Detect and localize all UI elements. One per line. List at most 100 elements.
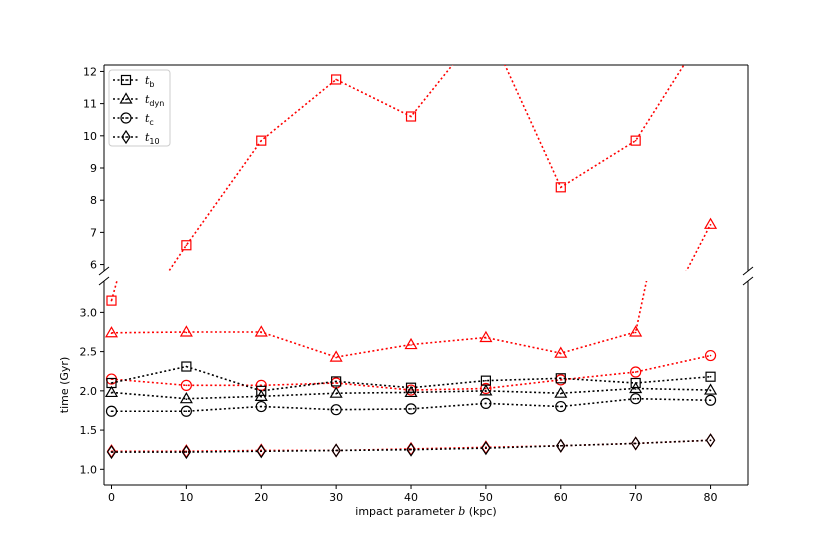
data-point-circle-dot <box>260 405 263 408</box>
data-point-diamond <box>106 444 117 460</box>
data-point-square-dot <box>410 115 412 118</box>
series-line <box>111 387 711 400</box>
legend-marker-triangle-dot <box>125 98 127 101</box>
upper-series-t-dyn-red <box>685 217 718 271</box>
data-point-diamond-dot <box>709 439 712 442</box>
upper-ytick-label: 11 <box>83 98 97 111</box>
data-point-triangle-dot <box>709 389 712 392</box>
data-point-diamond-dot <box>185 451 188 453</box>
data-point-square-dot <box>110 299 113 302</box>
data-point-triangle <box>404 337 418 350</box>
legend-marker-square-dot <box>125 79 127 81</box>
xtick-label: 60 <box>554 491 568 504</box>
legend-frame <box>108 69 171 147</box>
upper-ytick-label: 9 <box>90 162 97 175</box>
data-point-triangle-dot <box>410 392 412 394</box>
data-point-triangle-dot <box>335 356 337 359</box>
data-point-diamond-dot <box>634 442 637 445</box>
legend-marker-circle <box>120 112 132 124</box>
data-point-diamond-dot <box>110 451 113 453</box>
xtick-label: 10 <box>179 491 193 504</box>
data-point-triangle-dot <box>260 396 263 398</box>
data-point-triangle-dot <box>559 392 562 395</box>
data-point-diamond-dot <box>260 450 263 453</box>
data-point-square <box>181 240 192 251</box>
lower-ytick-label: 2.0 <box>80 385 98 398</box>
data-point-square <box>555 182 566 193</box>
data-point-triangle <box>479 330 493 343</box>
data-point-triangle-dot <box>559 352 562 355</box>
data-point-circle-dot <box>634 397 637 400</box>
legend-marker-triangle <box>119 92 133 104</box>
lower-series-t-c-black <box>105 393 717 417</box>
series-line <box>111 439 711 453</box>
data-point-triangle <box>329 350 343 362</box>
data-point-circle-dot <box>559 405 562 408</box>
data-point-circle <box>180 405 192 417</box>
data-point-square-dot <box>559 377 562 380</box>
data-point-square-dot <box>485 379 487 382</box>
data-point-square-dot <box>335 78 337 81</box>
lower-series-t-dyn-red <box>104 281 648 362</box>
data-point-triangle-dot <box>410 344 412 346</box>
data-point-circle <box>330 404 342 416</box>
data-point-circle-dot <box>335 382 337 384</box>
data-point-circle-dot <box>110 410 113 413</box>
data-point-triangle-dot <box>485 337 487 339</box>
data-point-square-dot <box>185 244 188 247</box>
data-point-circle <box>704 349 717 362</box>
data-point-square <box>331 376 342 387</box>
data-point-circle <box>480 397 492 409</box>
data-point-square <box>106 295 117 306</box>
data-point-diamond-dot <box>485 447 487 449</box>
data-point-triangle-dot <box>260 331 263 334</box>
data-point-square-dot <box>185 365 188 368</box>
data-point-square <box>256 135 267 146</box>
lower-series-t-10-black <box>106 433 716 460</box>
data-point-square <box>630 377 641 389</box>
series-line <box>111 354 711 391</box>
data-point-square <box>555 373 566 384</box>
xtick-label: 20 <box>254 491 268 504</box>
upper-panel-series <box>168 65 718 271</box>
data-point-circle <box>180 379 192 391</box>
data-point-triangle <box>704 217 718 229</box>
data-point-triangle-dot <box>110 332 113 335</box>
lower-series-t-dyn-black <box>104 381 718 404</box>
legend-label: t10 <box>145 131 160 146</box>
xtick-label: 70 <box>629 491 643 504</box>
data-point-triangle-dot <box>185 398 188 400</box>
data-point-triangle <box>254 389 268 401</box>
xtick-label: 80 <box>704 491 718 504</box>
legend-label: tc <box>145 112 154 127</box>
series-line <box>111 397 711 413</box>
data-point-circle-dot <box>335 408 337 411</box>
data-point-circle-dot <box>709 354 712 357</box>
data-point-diamond <box>331 443 341 458</box>
data-point-circle-dot <box>185 410 188 413</box>
y-axis-label: time (Gyr) <box>58 357 71 414</box>
xtick-label: 50 <box>479 491 493 504</box>
data-point-triangle <box>179 325 193 337</box>
data-point-square-dot <box>110 382 113 384</box>
data-point-triangle <box>479 384 493 396</box>
lower-ytick-label: 1.5 <box>80 424 98 437</box>
data-point-square <box>331 74 342 85</box>
xtick-label: 40 <box>404 491 418 504</box>
data-point-square-dot <box>709 375 712 378</box>
data-point-square <box>256 385 267 396</box>
data-point-circle <box>255 400 267 413</box>
data-point-circle-dot <box>559 379 562 381</box>
data-point-triangle-dot <box>634 388 637 390</box>
data-point-triangle <box>554 346 568 358</box>
data-point-diamond <box>406 442 416 457</box>
data-point-circle <box>630 366 642 378</box>
axis-break-marks <box>98 266 754 286</box>
data-point-circle-dot <box>485 387 487 390</box>
data-point-triangle <box>404 385 418 398</box>
data-point-diamond-dot <box>410 448 412 451</box>
data-point-circle <box>405 403 417 415</box>
data-point-triangle <box>254 325 268 337</box>
data-point-circle <box>105 405 118 417</box>
upper-y-axis-ticks: 6 7 8 9 10 11 12 <box>83 65 104 272</box>
